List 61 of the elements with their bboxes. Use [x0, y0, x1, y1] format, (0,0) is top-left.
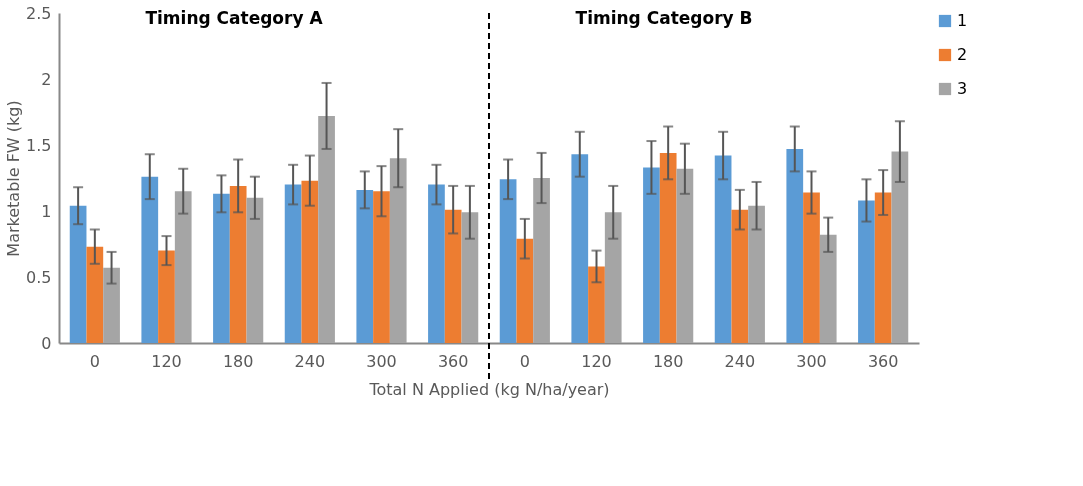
bar [444, 209, 462, 343]
bar [141, 176, 159, 343]
y-tick-label: 2 [41, 69, 52, 89]
x-tick-label: 240 [294, 351, 326, 371]
bar [499, 179, 517, 343]
x-tick-label: 300 [366, 351, 397, 371]
x-tick-label: 120 [581, 351, 612, 371]
legend-label: 2 [957, 45, 968, 64]
bar [428, 184, 445, 343]
bar [748, 205, 765, 343]
bar [246, 197, 264, 343]
x-tick-label: 300 [796, 351, 827, 371]
bar [659, 152, 677, 343]
bar [356, 189, 374, 343]
bar [676, 168, 694, 343]
bar [803, 192, 820, 343]
bar [643, 167, 660, 343]
bar [819, 234, 837, 343]
bar [731, 209, 749, 343]
bar [103, 267, 120, 343]
bar [533, 178, 550, 343]
bar [86, 246, 104, 343]
bar [229, 185, 247, 343]
bar [174, 191, 192, 343]
x-tick-label: 180 [222, 351, 254, 371]
bar [604, 212, 622, 343]
bar [858, 200, 875, 343]
bar [588, 266, 605, 343]
bar [891, 151, 909, 343]
legend-label: 1 [957, 11, 968, 30]
bar [213, 193, 230, 343]
bar [516, 238, 534, 343]
bar [571, 154, 589, 343]
bar [158, 250, 175, 343]
y-tick-label: 2.5 [26, 3, 52, 23]
bar [373, 191, 390, 343]
x-tick-label: 0 [89, 351, 100, 371]
bar [389, 158, 407, 343]
annotation: Timing Category B [575, 8, 753, 28]
y-tick-label: 0.5 [26, 267, 52, 287]
y-tick-label: 1 [41, 201, 52, 221]
bar [301, 180, 319, 343]
x-tick-label: 120 [151, 351, 182, 371]
bar [714, 155, 732, 343]
bar [69, 205, 87, 343]
bar [318, 115, 335, 343]
x-tick-label: 360 [437, 351, 469, 371]
x-tick-label: 240 [724, 351, 756, 371]
bar [786, 148, 804, 343]
y-tick-label: 0 [41, 333, 52, 353]
x-tick-label: 180 [652, 351, 684, 371]
x-tick-label: 0 [519, 351, 530, 371]
legend-label: 3 [957, 79, 968, 98]
y-tick-label: 1.5 [26, 135, 52, 155]
x-tick-label: 360 [867, 351, 899, 371]
bar [284, 184, 302, 343]
x-axis-title: Total N Applied (kg N/ha/year) [368, 379, 610, 399]
bar [461, 212, 479, 343]
bar [874, 192, 892, 343]
annotation: Timing Category A [145, 8, 324, 28]
y-axis-title: Marketable FW (kg) [4, 100, 24, 257]
